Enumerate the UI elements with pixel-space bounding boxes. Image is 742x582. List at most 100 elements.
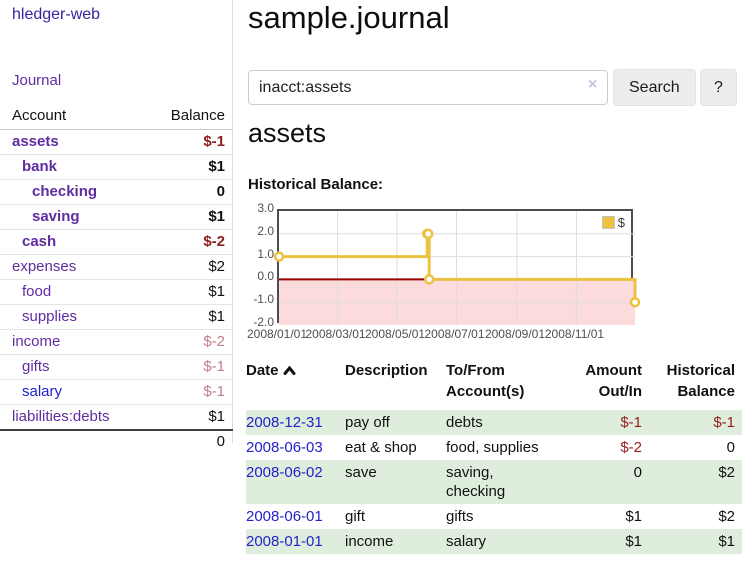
search-input[interactable] <box>248 70 608 105</box>
account-balance: $1 <box>208 158 225 175</box>
transaction-description: eat & shop <box>345 439 417 456</box>
account-row: checking 0 <box>0 179 233 205</box>
balance-column-header-register: Historical Balance <box>666 362 735 400</box>
accounts-total-value: 0 <box>0 429 233 453</box>
account-row: expenses $2 <box>0 254 233 280</box>
register-row: 2008-06-01 gift gifts $1 $2 <box>246 504 742 529</box>
account-balance: $1 <box>208 308 225 325</box>
search-button[interactable]: Search <box>613 69 696 106</box>
transaction-description: save <box>345 464 377 481</box>
account-balance: $-1 <box>203 383 225 400</box>
sidebar-account-link[interactable]: food <box>22 283 52 300</box>
amount-column-header: Amount Out/In <box>585 362 642 400</box>
register-row: 2008-06-02 save saving, checking 0 $2 <box>246 460 742 504</box>
transaction-date-link[interactable]: 2008-06-03 <box>246 439 323 456</box>
register-row: 2008-12-31 pay off debts $-1 $-1 <box>246 410 742 435</box>
help-button[interactable]: ? <box>700 69 737 106</box>
x-tick-label: 2008/09/01 <box>484 327 545 341</box>
account-row: bank $1 <box>0 154 233 180</box>
transaction-date-link[interactable]: 2008-12-31 <box>246 414 323 431</box>
transaction-description: pay off <box>345 414 390 431</box>
sidebar-account-link[interactable]: salary <box>22 383 63 400</box>
account-heading: assets <box>248 118 327 148</box>
app-title-link[interactable]: hledger-web <box>12 6 101 23</box>
sidebar-accounts-body: assets $-1 bank $1 checking 0 saving $1 cash $-2 e… <box>0 130 233 431</box>
account-balance: $-2 <box>203 333 225 350</box>
account-row: saving $1 <box>0 204 233 230</box>
sidebar-account-link[interactable]: income <box>12 333 61 350</box>
sidebar-account-link[interactable]: bank <box>22 158 58 175</box>
account-balance: $2 <box>208 258 225 275</box>
transaction-balance: $2 <box>718 508 735 525</box>
account-balance: $-1 <box>203 133 225 150</box>
chart-plot-area: $ <box>273 209 641 325</box>
transaction-accounts: food, supplies <box>446 439 539 456</box>
sidebar-account-link[interactable]: gifts <box>22 358 50 375</box>
sidebar-account-link[interactable]: liabilities:debts <box>12 408 110 425</box>
y-tick-label: 0.0 <box>257 269 274 284</box>
x-tick-label: 2008/01/01 <box>246 327 308 341</box>
sort-ascending-icon <box>283 361 296 382</box>
sidebar: hledger-web Journal Account Balance asse… <box>0 0 233 453</box>
account-row: salary $-1 <box>0 379 233 405</box>
page-title: sample.journal <box>248 0 450 35</box>
x-tick-label: 2008/07/01 <box>424 327 485 341</box>
transaction-balance: 0 <box>726 439 735 456</box>
account-row: income $-2 <box>0 329 233 355</box>
transaction-amount: $1 <box>625 533 642 550</box>
sidebar-account-link[interactable]: cash <box>22 233 57 250</box>
x-tick-label: 2008/03/01 <box>305 327 366 341</box>
chart-legend: $ <box>599 214 627 231</box>
account-balance: $1 <box>208 283 225 300</box>
account-balance: $1 <box>208 208 225 225</box>
y-tick-label: 1.0 <box>257 246 274 261</box>
historical-balance-chart: $ 3.0 2.0 1.0 0.0 -1.0 -2.0 2008/01/01 2008/03… <box>247 201 708 345</box>
account-row: assets $-1 <box>0 130 233 155</box>
transaction-balance: $2 <box>718 464 735 481</box>
sidebar-item-journal[interactable]: Journal <box>12 72 62 89</box>
transaction-description: income <box>345 533 394 550</box>
transaction-accounts: saving, checking <box>446 464 506 500</box>
transaction-amount: $-1 <box>620 414 642 431</box>
transaction-accounts: debts <box>446 414 483 431</box>
description-column-header: Description <box>345 362 428 379</box>
account-balance: $-1 <box>203 358 225 375</box>
transaction-description: gift <box>345 508 366 525</box>
x-tick-label: 2008/05/01 <box>364 327 426 341</box>
clear-search-icon[interactable]: × <box>588 76 598 93</box>
account-row: supplies $1 <box>0 304 233 330</box>
accounts-table-header: Account Balance <box>0 103 233 130</box>
sidebar-account-link[interactable]: expenses <box>12 258 77 275</box>
date-column-header[interactable]: Date <box>246 360 345 410</box>
register-header-row: Date Description To/From Account(s) Amou… <box>246 360 742 410</box>
legend-label: $ <box>617 215 625 230</box>
transaction-accounts: gifts <box>446 508 474 525</box>
account-balance: $1 <box>208 408 225 425</box>
account-row: cash $-2 <box>0 229 233 255</box>
y-tick-label: 2.0 <box>257 223 274 238</box>
y-tick-label: -2.0 <box>253 315 274 329</box>
sidebar-account-link[interactable]: saving <box>32 208 80 225</box>
accounts-total-row: 0 <box>0 429 233 453</box>
account-balance: $-2 <box>203 233 225 250</box>
accounts-column-header: To/From Account(s) <box>446 362 525 400</box>
transaction-amount: 0 <box>633 464 642 481</box>
chart-title: Historical Balance: <box>248 176 384 193</box>
account-row: gifts $-1 <box>0 354 233 380</box>
sidebar-account-link[interactable]: checking <box>32 183 98 200</box>
sidebar-account-link[interactable]: supplies <box>22 308 78 325</box>
y-tick-label: 3.0 <box>257 201 274 215</box>
transaction-amount: $1 <box>625 508 642 525</box>
transaction-date-link[interactable]: 2008-01-01 <box>246 533 323 550</box>
transaction-amount: $-2 <box>620 439 642 456</box>
sidebar-account-link[interactable]: assets <box>12 133 59 150</box>
account-row: liabilities:debts $1 <box>0 404 233 431</box>
transaction-accounts: salary <box>446 533 487 550</box>
chart-canvas <box>273 211 641 325</box>
account-column-header: Account <box>12 107 67 124</box>
transaction-date-link[interactable]: 2008-06-01 <box>246 508 323 525</box>
register-table: Date Description To/From Account(s) Amou… <box>246 360 742 554</box>
transaction-date-link[interactable]: 2008-06-02 <box>246 464 323 481</box>
legend-swatch-icon <box>601 216 615 229</box>
account-row: food $1 <box>0 279 233 305</box>
